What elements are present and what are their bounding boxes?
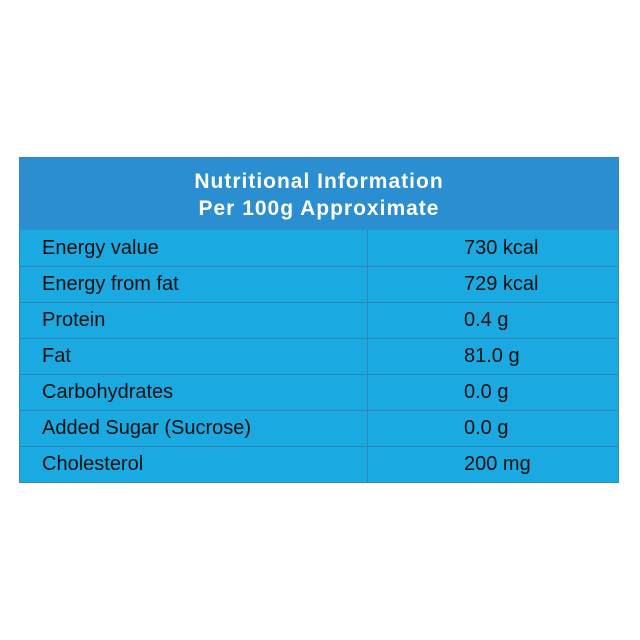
table-row: Protein 0.4 g <box>20 302 618 338</box>
table-row: Cholesterol 200 mg <box>20 446 618 482</box>
table-row: Energy value 730 kcal <box>20 230 618 266</box>
label-cell: Protein <box>20 303 368 338</box>
value-cell: 0.0 g <box>464 417 509 439</box>
label-cell: Fat <box>20 339 368 374</box>
label-cell: Energy value <box>20 230 368 266</box>
table-row: Energy from fat 729 kcal <box>20 266 618 302</box>
label-cell: Added Sugar (Sucrose) <box>20 411 368 446</box>
label-cell: Energy from fat <box>20 267 368 302</box>
nutrition-table: Nutritional Information Per 100g Approxi… <box>19 157 619 483</box>
value-cell: 200 mg <box>464 453 531 475</box>
title-line: Nutritional Information <box>194 170 444 193</box>
value-cell: 81.0 g <box>464 345 520 367</box>
value-cell: 0.0 g <box>464 381 509 403</box>
label-cell: Carbohydrates <box>20 375 368 410</box>
table-row: Added Sugar (Sucrose) 0.0 g <box>20 410 618 446</box>
title-line: Per 100g Approximate <box>198 197 440 220</box>
value-cell: 729 kcal <box>464 273 539 295</box>
value-cell: 0.4 g <box>464 309 509 331</box>
label-cell: Cholesterol <box>20 447 368 482</box>
table-header: Nutritional Information Per 100g Approxi… <box>20 158 618 230</box>
table-row: Fat 81.0 g <box>20 338 618 374</box>
table-body: Energy value 730 kcal Energy from fat 729 k… <box>20 230 618 482</box>
value-cell: 730 kcal <box>464 236 539 259</box>
table-row: Carbohydrates 0.0 g <box>20 374 618 410</box>
